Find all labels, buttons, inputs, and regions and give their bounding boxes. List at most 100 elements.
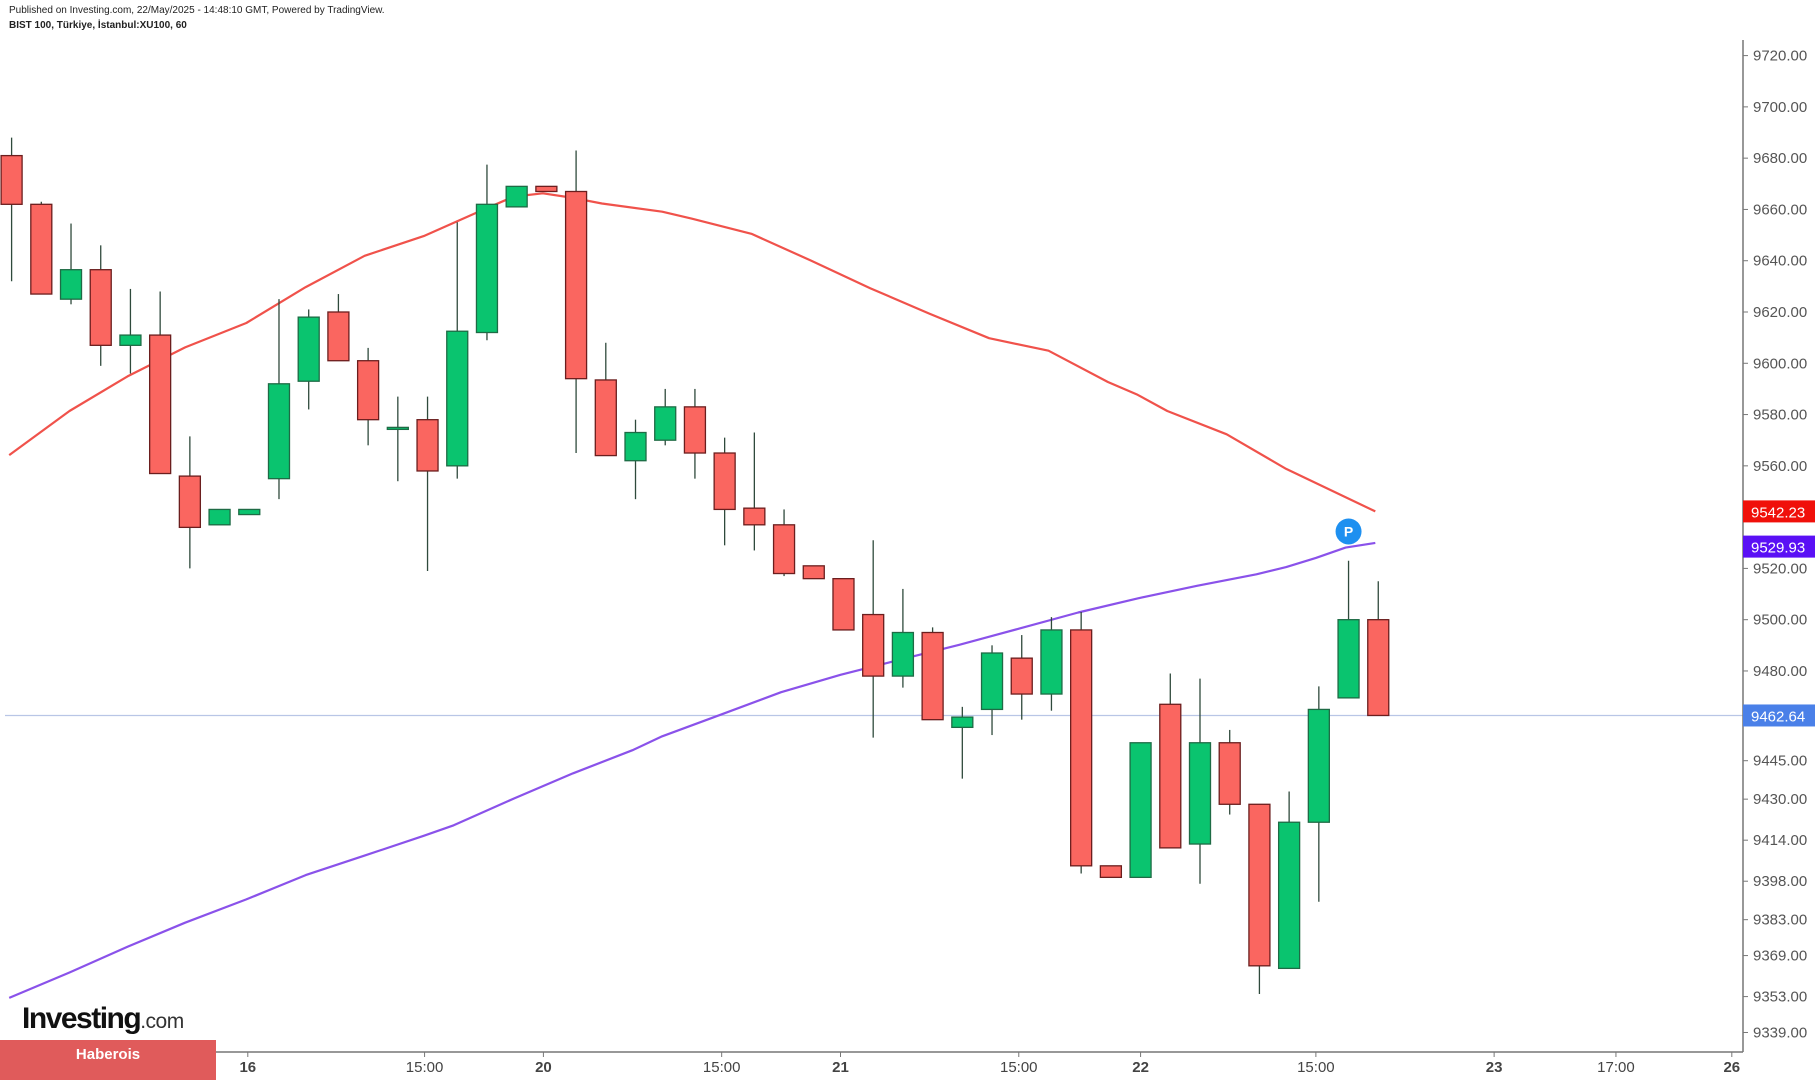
ma-red-price-label-text: 9542.23 <box>1751 504 1805 521</box>
candle <box>1010 635 1033 720</box>
candle <box>1188 678 1212 884</box>
investing-logo: Investing.com <box>22 1002 184 1036</box>
p-marker: P <box>1335 518 1362 545</box>
candle <box>535 185 558 193</box>
candle-body-up <box>1129 742 1152 879</box>
x-tick-label: 16 <box>239 1059 256 1076</box>
marker-circle <box>1335 518 1362 545</box>
candle <box>416 396 439 571</box>
y-tick-label: 9398.00 <box>1753 873 1807 890</box>
last-price-label-bg <box>1743 704 1815 727</box>
y-tick-label: 9640.00 <box>1753 253 1807 270</box>
candle-body-down <box>1218 742 1241 805</box>
candle <box>772 509 796 577</box>
candle <box>1159 673 1182 849</box>
candle <box>297 309 320 410</box>
candle <box>208 508 231 526</box>
candle-body-down <box>535 185 558 193</box>
y-tick-label: 9520.00 <box>1753 560 1807 577</box>
candle <box>921 627 944 721</box>
y-tick-label: 9620.00 <box>1753 304 1807 321</box>
x-tick-label: 15:00 <box>703 1059 741 1076</box>
candle-body-up <box>208 508 231 526</box>
ma-purple-line <box>8 541 1376 999</box>
ma-purple-price-label-bg <box>1743 535 1815 558</box>
y-tick-label: 9369.00 <box>1753 948 1807 965</box>
y-tick-label: 9720.00 <box>1753 48 1807 65</box>
candle <box>148 291 172 475</box>
candle <box>624 419 647 500</box>
candle-body-down <box>1010 657 1033 695</box>
candle-body-up <box>951 716 974 729</box>
candle <box>1099 865 1123 879</box>
candle <box>980 645 1004 736</box>
x-tick-label: 15:00 <box>1000 1059 1038 1076</box>
candle <box>327 294 350 362</box>
candle <box>802 565 825 580</box>
candle-body-up <box>980 652 1004 711</box>
symbol-title: BIST 100, Türkiye, İstanbul:XU100, 60 <box>9 20 187 31</box>
y-tick-label: 9500.00 <box>1753 612 1807 629</box>
ma-red-price-label: 9542.23 <box>1743 500 1815 523</box>
candle <box>446 222 469 479</box>
candle <box>59 223 83 305</box>
y-tick-label: 9560.00 <box>1753 458 1807 475</box>
candle <box>1248 803 1271 995</box>
candle-body-up <box>1040 629 1063 695</box>
x-tick-label: 26 <box>1723 1059 1740 1076</box>
x-tick-label: 23 <box>1486 1059 1503 1076</box>
last-price-label-text: 9462.64 <box>1751 708 1805 725</box>
candle <box>713 437 736 546</box>
y-tick-label: 9430.00 <box>1753 791 1807 808</box>
candle-body-down <box>564 190 588 380</box>
candle-body-up <box>1337 619 1360 699</box>
candle-body-down <box>1159 703 1182 849</box>
haberois-watermark: Haberois <box>0 1040 216 1080</box>
y-tick-label: 9660.00 <box>1753 201 1807 218</box>
x-tick-label: 22 <box>1132 1059 1149 1076</box>
y-tick-label: 9414.00 <box>1753 832 1807 849</box>
candle <box>1218 729 1241 815</box>
candle-body-down <box>178 475 202 529</box>
y-tick-label: 9600.00 <box>1753 355 1807 372</box>
candle-body-down <box>356 360 380 421</box>
candle-body-up <box>238 508 261 516</box>
candle <box>1129 742 1152 879</box>
x-tick-label: 15:00 <box>1297 1059 1335 1076</box>
last-price-label: 9462.64 <box>1743 704 1815 727</box>
candle-body-up <box>624 431 647 462</box>
ma-red-price-label-bg <box>1743 500 1815 523</box>
candle <box>1367 581 1390 717</box>
x-tick-label: 15:00 <box>406 1059 444 1076</box>
y-tick-label: 9480.00 <box>1753 663 1807 680</box>
marker-label: P <box>1344 523 1353 539</box>
candle-body-down <box>30 203 53 295</box>
candle <box>564 150 588 454</box>
candle-body-up <box>59 269 83 300</box>
candle <box>119 288 142 374</box>
candle-body-up <box>446 330 469 467</box>
candle-body-up <box>386 426 409 431</box>
candle <box>1070 611 1093 874</box>
candle-body-down <box>743 507 766 526</box>
logo-text: Investing <box>22 1002 142 1035</box>
candle <box>386 396 409 482</box>
x-tick-label: 21 <box>832 1059 849 1076</box>
candle <box>891 588 915 688</box>
candle <box>356 347 380 446</box>
y-tick-label: 9339.00 <box>1753 1024 1807 1041</box>
published-note: Published on Investing.com, 22/May/2025 … <box>9 5 385 16</box>
candle-body-down <box>1367 619 1390 717</box>
candle <box>951 706 974 779</box>
ma-purple-price-label: 9529.93 <box>1743 535 1815 558</box>
ma-red-line <box>8 192 1376 513</box>
candle-body-up <box>891 631 915 677</box>
candle <box>238 508 261 516</box>
y-tick-label: 9445.00 <box>1753 753 1807 770</box>
candle-body-up <box>475 203 499 334</box>
candle-body-down <box>772 524 796 575</box>
candle-body-up <box>1307 708 1330 823</box>
candle-body-down <box>1248 803 1271 967</box>
candle <box>862 540 885 738</box>
